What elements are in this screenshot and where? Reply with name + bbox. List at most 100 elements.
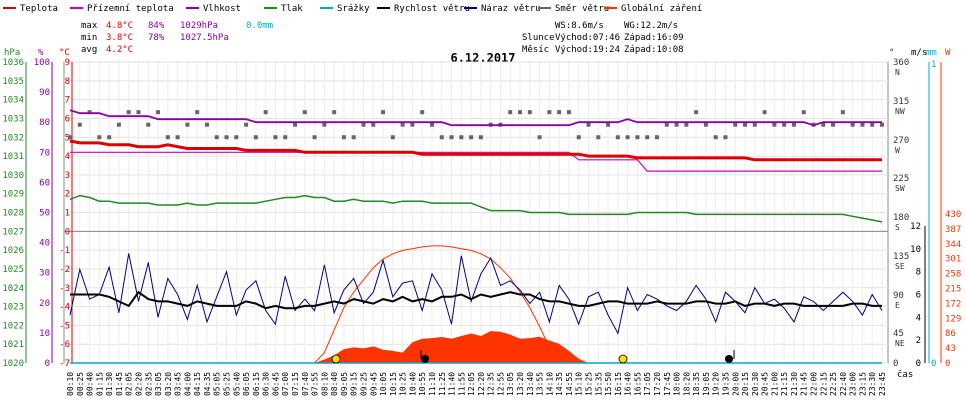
stats-block: max 4.8°C 84% 1029hPa 0.0mm min 3.8°C 78…	[81, 21, 273, 55]
x-tick-label: 06:45	[271, 372, 280, 396]
x-tick-label: 09:45	[369, 372, 378, 396]
direction-point	[146, 122, 151, 127]
direction-point	[136, 110, 141, 115]
legend-label: Vlhkost	[203, 4, 241, 14]
direction-point	[429, 122, 434, 127]
radiation-tick: 430	[945, 210, 961, 220]
temp-tick: -6	[59, 340, 70, 350]
percent-tick: 0	[45, 359, 50, 369]
wind-tick: 12	[910, 222, 921, 232]
direction-point	[635, 135, 640, 140]
sun-label: Slunce	[522, 33, 555, 43]
x-tick-label: 05:05	[213, 372, 222, 396]
pressure-tick: 1031	[2, 152, 24, 162]
stats-min-label: min	[81, 33, 97, 43]
percent-tick: 100	[34, 58, 50, 68]
direction-tick: 45	[893, 329, 904, 339]
x-tick-label: 16:40	[624, 372, 633, 396]
x-tick-label: 10:05	[379, 372, 388, 396]
x-tick-label: 18:35	[692, 372, 701, 396]
x-tick-label: 01:15	[95, 372, 104, 396]
pressure-tick: 1023	[2, 303, 24, 313]
direction-point	[615, 135, 620, 140]
stats-max-hum: 84%	[148, 21, 165, 31]
x-tick-label: 12:05	[467, 372, 476, 396]
pressure-tick: 1027	[2, 227, 24, 237]
sun-moon-block: WS:8.6m/s WG:12.2m/s Slunce Východ:07:46…	[522, 21, 684, 55]
direction-point	[518, 110, 523, 115]
x-tick-label: 03:05	[154, 372, 163, 396]
x-tick-label: 14:55	[565, 372, 574, 396]
pressure-tick: 1025	[2, 265, 24, 275]
legend-label: Srážky	[337, 4, 370, 14]
x-tick-label: 20:00	[731, 372, 740, 396]
direction-point	[703, 122, 708, 127]
pressure-line	[69, 194, 883, 223]
temp-tick: -4	[59, 303, 70, 313]
direction-point	[175, 135, 180, 140]
direction-label: S	[895, 223, 900, 232]
x-tick-label: 21:00	[770, 372, 779, 396]
moonrise-marker	[725, 355, 733, 363]
direction-point	[772, 122, 777, 127]
legend-label: Směr větru	[555, 4, 609, 14]
x-tick-label: 23:00	[849, 372, 858, 396]
direction-point	[400, 122, 405, 127]
wind-tick: 10	[910, 245, 921, 255]
direction-point	[576, 135, 581, 140]
sun-moon-markers	[331, 350, 735, 364]
direction-point	[263, 110, 268, 115]
legend: Teplota Přízemní teplota Vlhkost Tlak Srážky…	[3, 4, 702, 14]
rain-tick: 0	[931, 359, 936, 369]
direction-point	[97, 135, 102, 140]
legend-label: Přízemní teplota	[87, 4, 174, 14]
direction-point	[870, 122, 875, 127]
x-tick-label: 10:25	[399, 372, 408, 396]
sunset-time: Západ:16:09	[624, 33, 684, 43]
x-tick-label: 18:20	[682, 372, 691, 396]
pressure-tick: 1020	[2, 359, 24, 369]
wind-speed-summary: WS:8.6m/s	[555, 21, 604, 31]
humidity-line	[69, 109, 882, 127]
x-tick-label: 15:25	[585, 372, 594, 396]
x-tick-label: 05:25	[223, 372, 232, 396]
x-tick-label: 22:00	[810, 372, 819, 396]
ground-temperature-line	[70, 151, 882, 172]
direction-point	[762, 110, 767, 115]
direction-point	[821, 122, 826, 127]
direction-point	[107, 135, 112, 140]
radiation-area	[70, 331, 882, 363]
unit-ms: m/s	[911, 48, 927, 58]
radiation-tick: 172	[945, 299, 961, 309]
direction-point	[743, 122, 748, 127]
unit-time: čas	[897, 369, 913, 380]
direction-point	[185, 122, 190, 127]
direction-point	[87, 110, 92, 115]
x-tick-label: 10:40	[408, 372, 417, 396]
wind-tick: 0	[916, 359, 921, 369]
right-axes: 360N315NW270W225SW180S135SE90E45NE012108…	[893, 58, 961, 369]
x-tick-label: 08:40	[330, 372, 339, 396]
radiation-tick: 344	[945, 240, 961, 250]
x-tick-label: 02:05	[125, 372, 134, 396]
radiation-tick: 129	[945, 314, 961, 324]
series-humidity	[69, 109, 882, 127]
direction-point	[880, 122, 884, 127]
x-tick-label: 00:25	[76, 372, 85, 396]
unit-hpa: hPa	[4, 48, 20, 58]
direction-point	[537, 135, 542, 140]
x-tick-label: 00:40	[86, 372, 95, 396]
radiation-tick: 0	[945, 359, 950, 369]
direction-point	[283, 135, 288, 140]
x-tick-label: 06:15	[252, 372, 261, 396]
direction-point	[782, 122, 787, 127]
x-tick-label: 20:15	[741, 372, 750, 396]
x-tick-label: 09:15	[350, 372, 359, 396]
direction-point	[566, 110, 571, 115]
direction-point	[361, 122, 366, 127]
direction-tick: 360	[893, 58, 909, 68]
pressure-tick: 1036	[2, 58, 24, 68]
direction-point	[694, 110, 699, 115]
